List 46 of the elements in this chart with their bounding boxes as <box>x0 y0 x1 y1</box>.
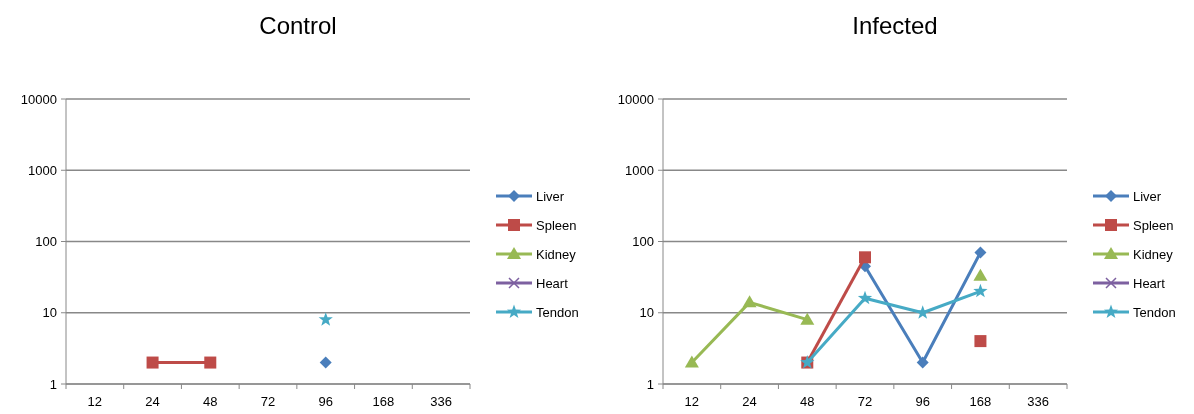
x-tick-label: 168 <box>969 394 992 409</box>
point <box>974 246 987 259</box>
point <box>859 251 871 264</box>
x-tick-label: 12 <box>684 394 700 409</box>
legend-label: Spleen <box>536 217 577 233</box>
point <box>684 355 699 368</box>
y-tick-label: 10000 <box>617 91 654 107</box>
y-tick-label: 100 <box>35 234 57 250</box>
y-tick-label: 10 <box>639 305 654 321</box>
legend-label: Tendon <box>536 304 579 320</box>
legend-label: Kidney <box>536 246 577 262</box>
point <box>916 356 929 369</box>
y-tick-label: 10000 <box>20 91 57 107</box>
x-tick-label: 96 <box>318 394 333 409</box>
y-tick-label: 1 <box>646 376 654 392</box>
point <box>973 283 988 298</box>
x-tick-label: 24 <box>742 394 757 409</box>
x-tick-label: 168 <box>372 394 395 409</box>
y-tick-label: 1000 <box>28 162 57 178</box>
x-tick-label: 48 <box>800 394 815 409</box>
legend-label: Tendon <box>1133 304 1176 320</box>
point <box>974 335 987 348</box>
y-tick-label: 100 <box>632 234 654 250</box>
x-tick-label: 336 <box>1027 394 1049 409</box>
legend-label: Spleen <box>1133 217 1174 233</box>
point <box>857 290 873 305</box>
x-tick-label: 96 <box>915 394 930 409</box>
x-tick-label: 336 <box>430 394 452 409</box>
x-tick-label: 48 <box>203 394 218 409</box>
x-tick-label: 72 <box>260 394 276 409</box>
legend-label: Liver <box>536 188 565 204</box>
legend-label: Heart <box>1133 275 1166 291</box>
legend-label: Kidney <box>1133 246 1174 262</box>
x-tick-label: 72 <box>857 394 873 409</box>
y-tick-label: 1 <box>49 376 57 392</box>
legend-label: Liver <box>1133 188 1162 204</box>
legend-label: Heart <box>536 275 569 291</box>
point <box>973 268 988 281</box>
x-tick-label: 24 <box>145 394 160 409</box>
y-tick-label: 1000 <box>625 162 654 178</box>
point <box>742 295 757 308</box>
point <box>800 312 815 325</box>
y-tick-label: 10 <box>42 305 57 321</box>
chart-title: Infected <box>852 12 938 39</box>
chart-title: Control <box>259 12 337 39</box>
x-tick-label: 12 <box>87 394 103 409</box>
